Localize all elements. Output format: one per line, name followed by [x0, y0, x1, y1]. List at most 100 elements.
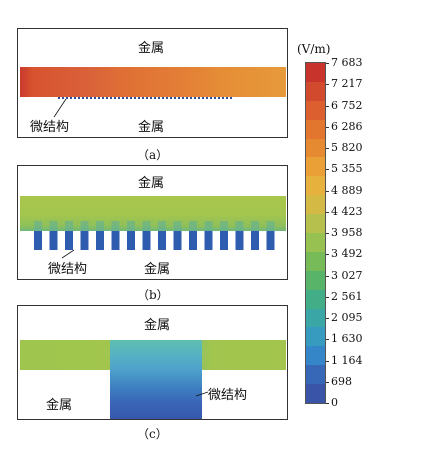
colorbar-segment	[306, 308, 325, 328]
microstructure-dot	[150, 97, 152, 99]
microstructure-ridge-tip	[266, 221, 275, 231]
microstructure-ridge	[189, 231, 197, 250]
microstructure-ridge	[173, 231, 182, 250]
microstructure-ridge-tip	[96, 221, 104, 231]
panel-a-field-band	[20, 67, 286, 97]
microstructure-dot	[82, 97, 84, 99]
microstructure-ridge-tip	[251, 221, 259, 231]
panel-c-metal-top-label: 金属	[144, 318, 171, 333]
microstructure-ridge-tip	[189, 221, 197, 231]
microstructure-dot	[158, 97, 160, 99]
microstructure-dot	[162, 97, 164, 99]
microstructure-ridge	[80, 231, 89, 250]
panel-c-leader	[195, 391, 209, 397]
colorbar-segment	[306, 346, 325, 366]
microstructure-ridge	[251, 231, 259, 250]
panel-b-microstructure-array	[34, 221, 275, 259]
panel-c-metal-left-label: 金属	[46, 398, 73, 413]
colorbar-segment	[306, 384, 325, 404]
colorbar-tick-mark	[326, 275, 329, 277]
colorbar-unit: (V/m)	[297, 42, 331, 56]
microstructure-dot	[182, 97, 184, 99]
colorbar-tick-label: 4 423	[331, 204, 363, 218]
colorbar-tick-label: 7 217	[331, 77, 363, 91]
microstructure-ridge	[220, 231, 228, 250]
colorbar-tick-label: 1 630	[331, 332, 363, 346]
colorbar-segment	[306, 327, 325, 347]
microstructure-dot	[62, 97, 64, 99]
colorbar-segment	[306, 119, 325, 140]
microstructure-ridge-tip	[142, 221, 151, 231]
microstructure-ridge	[235, 231, 244, 250]
colorbar-segment	[306, 100, 325, 121]
colorbar-segment	[306, 138, 325, 158]
colorbar-segment	[306, 270, 325, 291]
microstructure-ridge	[266, 231, 275, 250]
microstructure-ridge-tip	[173, 221, 182, 231]
microstructure-dot	[86, 97, 88, 99]
colorbar-tick-label: 3 958	[331, 226, 363, 239]
microstructure-dot	[74, 97, 76, 99]
colorbar-segment	[306, 195, 325, 215]
colorbar-tick-mark	[326, 233, 329, 234]
microstructure-ridge-tip	[49, 221, 58, 231]
microstructure-ridge-tip	[80, 221, 89, 231]
panel-b-leader-line	[61, 249, 75, 259]
colorbar-tick-mark	[326, 63, 329, 64]
colorbar-tick-mark	[326, 84, 329, 86]
microstructure-ridge	[127, 231, 135, 250]
microstructure-dot	[214, 97, 216, 99]
microstructure-ridge-tip	[204, 221, 213, 231]
microstructure-ridge	[49, 231, 58, 250]
microstructure-dot	[230, 97, 232, 99]
microstructure-dot	[126, 97, 128, 99]
colorbar-tick-label: 4 889	[331, 183, 363, 197]
microstructure-ridge	[34, 231, 42, 250]
caption-c: （c）	[137, 427, 168, 441]
microstructure-dot	[110, 97, 112, 99]
colorbar-segment	[306, 214, 325, 234]
colorbar-tick-mark	[326, 318, 329, 319]
colorbar-tick-mark	[326, 169, 329, 171]
colorbar-tick-label: 698	[331, 374, 352, 388]
colorbar-segment	[306, 81, 325, 102]
colorbar-tick-label: 2 095	[331, 311, 363, 324]
microstructure-dot	[90, 97, 92, 99]
colorbar-tick-mark	[326, 339, 329, 341]
panel-b-metal-top-label: 金属	[138, 176, 165, 191]
panel-c-microstructure	[110, 340, 202, 419]
panel-a: 金属 微结构 金属	[17, 28, 288, 138]
microstructure-dot	[146, 97, 148, 99]
microstructure-dot	[94, 97, 96, 99]
panel-a-microstructure-dots	[53, 97, 232, 118]
microstructure-ridge	[204, 231, 213, 250]
microstructure-dot	[78, 97, 80, 99]
panel-a-microstructure-label: 微结构	[30, 120, 70, 135]
microstructure-dot	[202, 97, 204, 99]
panel-b: 金属 微结构 金属	[17, 165, 288, 280]
panel-c-leader-line	[195, 391, 209, 397]
microstructure-ridge	[142, 231, 151, 250]
colorbar-tick-label: 3 492	[331, 247, 363, 261]
caption-a: （a）	[137, 148, 169, 162]
colorbar-tick-mark	[326, 381, 329, 383]
colorbar-tick-mark	[326, 105, 329, 107]
colorbar-tick-label: 6 286	[331, 119, 363, 133]
microstructure-ridge	[96, 231, 104, 250]
microstructure-dot	[134, 97, 136, 99]
colorbar-tick-mark	[326, 126, 329, 128]
colorbar-tick-mark	[326, 211, 329, 213]
colorbar	[305, 62, 326, 404]
microstructure-dot	[130, 97, 132, 99]
microstructure-dot	[106, 97, 108, 99]
microstructure-dot	[166, 97, 168, 99]
caption-b: （b）	[137, 288, 169, 302]
colorbar-tick-mark	[326, 403, 329, 404]
colorbar-segment	[306, 63, 325, 83]
colorbar-segment	[306, 233, 325, 253]
colorbar-tick-mark	[326, 296, 329, 298]
microstructure-dot	[118, 97, 120, 99]
microstructure-ridge-tip	[127, 221, 135, 231]
colorbar-tick-label: 6 752	[331, 98, 363, 112]
microstructure-dot	[102, 97, 104, 99]
